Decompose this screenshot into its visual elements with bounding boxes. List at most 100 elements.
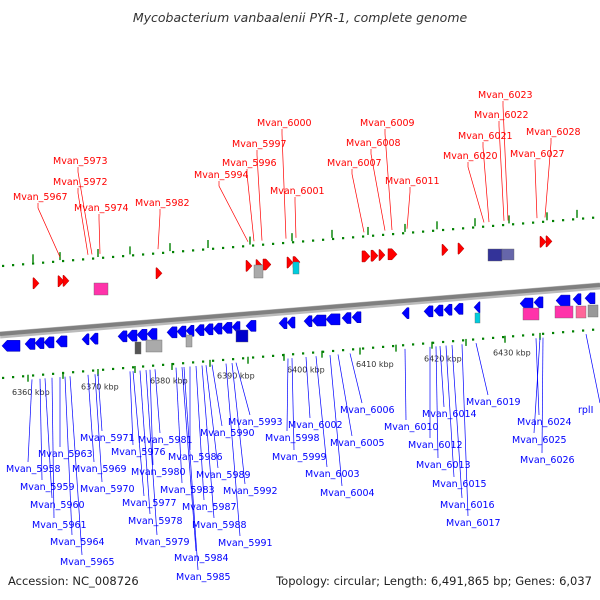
- reverse-gene-arrow: [194, 324, 205, 336]
- bottom-gene-leader: [205, 365, 219, 469]
- genome-backbone: [0, 282, 600, 336]
- lower-guide-dot: [582, 329, 585, 332]
- bottom-gene-label: Mvan_6017: [446, 518, 501, 529]
- reverse-gene-arrow: [55, 335, 68, 348]
- reverse-gene-arrow: [146, 328, 158, 340]
- bottom-gene-label: Mvan_5981: [138, 435, 193, 446]
- reverse-gene-arrow: [278, 317, 288, 329]
- lower-guide-dot: [212, 359, 215, 362]
- bottom-gene-label: Mvan_5979: [135, 537, 190, 548]
- upper-guide-dot: [522, 222, 525, 225]
- gray-feature: [185, 334, 193, 348]
- bottom-gene-label: Mvan_5961: [32, 520, 87, 531]
- upper-guide-dot: [542, 220, 545, 223]
- bottom-gene-label: Mvan_6019: [466, 397, 521, 408]
- bottom-gene-leader: [585, 334, 600, 404]
- top-gene-leader: [256, 150, 263, 241]
- upper-guide-dot: [242, 245, 245, 248]
- top-gene-leader: [498, 121, 505, 221]
- lower-guide-dot: [452, 340, 455, 343]
- lower-guide-dot: [562, 331, 565, 334]
- rna-feature: [522, 307, 540, 321]
- bottom-gene-leader: [181, 367, 197, 552]
- bottom-gene-label: Mvan_6002: [288, 420, 343, 431]
- reverse-gene-arrow: [443, 303, 453, 316]
- top-gene-label: Mvan_5974: [74, 203, 129, 214]
- upper-guide-dot: [562, 219, 565, 222]
- lower-guide-dot: [572, 330, 575, 333]
- topology-summary: Topology: circular; Length: 6,491,865 bp…: [276, 574, 592, 588]
- reverse-gene-arrow: [24, 338, 36, 350]
- lower-guide-dot: [52, 372, 55, 375]
- reverse-gene-arrow: [351, 311, 362, 323]
- upper-guide-dot: [2, 264, 5, 268]
- top-gene-label: Mvan_6001: [270, 186, 325, 197]
- bottom-gene-label: Mvan_6006: [340, 405, 395, 416]
- bottom-gene-label: Mvan_6012: [408, 440, 463, 451]
- forward-gene-arrow: [539, 236, 547, 248]
- lower-guide-dot: [502, 335, 505, 339]
- bottom-gene-label: Mvan_5983: [160, 485, 215, 496]
- lower-guide-dot: [182, 362, 185, 365]
- top-gene-label: Mvan_5996: [222, 158, 277, 169]
- bottom-gene-label: Mvan_5964: [50, 537, 105, 548]
- lower-guide-dot: [92, 369, 95, 372]
- upper-guide-dot: [462, 227, 465, 230]
- lower-guide-dot: [22, 375, 25, 378]
- upper-guide-dot: [212, 247, 215, 250]
- upper-guide-dot: [332, 237, 335, 241]
- lower-guide-dot: [202, 360, 205, 363]
- lower-guide-dot: [472, 338, 475, 341]
- bottom-gene-leader: [94, 374, 103, 483]
- scale-label: 6400 kbp: [287, 366, 325, 375]
- top-gene-label: Mvan_6008: [346, 138, 401, 149]
- forward-gene-arrow: [441, 244, 449, 256]
- bottom-gene-label: Mvan_5963: [38, 449, 93, 460]
- reverse-gene-arrow: [473, 301, 481, 314]
- bottom-gene-leader: [69, 376, 83, 556]
- upper-guide-dot: [32, 262, 35, 265]
- forward-gene-arrow: [32, 277, 40, 290]
- reverse-gene-arrow: [572, 293, 582, 305]
- gray-feature: [134, 341, 142, 355]
- reverse-gene-arrow: [453, 303, 464, 315]
- upper-guide-dot: [52, 260, 55, 263]
- lower-guide-dot: [312, 351, 315, 354]
- lower-guide-dot: [462, 339, 465, 342]
- upper-guide-dot: [102, 256, 105, 259]
- bottom-gene-label: Mvan_5959: [20, 482, 75, 493]
- top-gene-label: Mvan_5972: [53, 177, 108, 188]
- bottom-gene-leader: [533, 337, 541, 434]
- top-gene-leader: [544, 138, 552, 218]
- forward-gene-arrow: [545, 235, 553, 248]
- top-gene-label: Mvan_5994: [194, 170, 249, 181]
- top-gene-label: Mvan_6011: [385, 176, 440, 187]
- top-gene-leader: [246, 169, 255, 242]
- lower-guide-dot: [382, 345, 385, 348]
- gray-feature: [145, 339, 163, 353]
- top-gene-leader: [370, 149, 386, 231]
- bottom-gene-label: Mvan_5976: [111, 447, 166, 458]
- top-gene-label: Mvan_6023: [478, 90, 533, 101]
- forward-gene-arrow: [262, 258, 272, 271]
- lower-guide-dot: [262, 355, 265, 358]
- lower-guide-dot: [392, 344, 395, 348]
- upper-guide-dot: [452, 228, 455, 231]
- reverse-gene-arrow: [401, 307, 410, 319]
- bottom-gene-leader: [337, 354, 353, 437]
- bottom-gene-leader: [175, 367, 183, 484]
- upper-guide-dot: [382, 233, 385, 236]
- bottom-gene-label: Mvan_5990: [200, 428, 255, 439]
- upper-guide-dot: [492, 224, 495, 228]
- top-gene-leader: [218, 181, 249, 242]
- lower-guide-dot: [112, 367, 115, 371]
- forward-gene-arrow: [457, 242, 465, 255]
- bottom-gene-leader: [97, 373, 103, 432]
- scale-label: 6430 kbp: [493, 349, 531, 358]
- bottom-gene-leader: [451, 345, 463, 499]
- lower-guide-dot: [362, 347, 365, 350]
- upper-guide-dot: [312, 239, 315, 242]
- lower-guide-dot: [152, 364, 155, 367]
